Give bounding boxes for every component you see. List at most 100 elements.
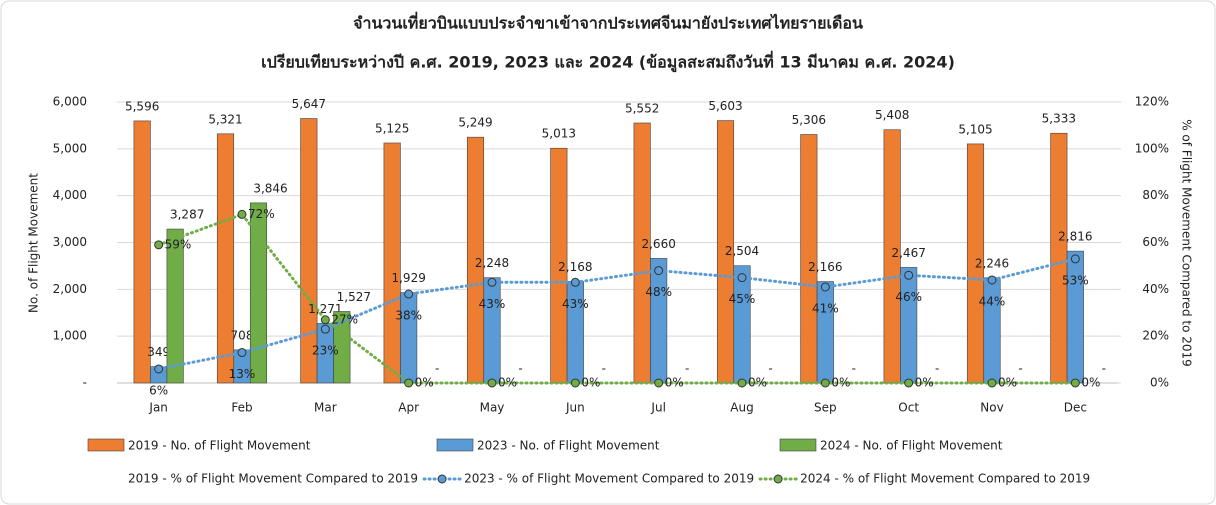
bar [900,267,918,384]
line-value-label: 41% [812,301,839,315]
y2-tick-label: 40% [1142,282,1169,296]
bar-value-label: - [1018,362,1022,376]
bar-value-label: - [852,362,856,376]
line [157,212,1077,385]
line-marker [904,270,914,280]
line-marker [237,348,247,358]
bar-value-label: - [1102,362,1106,376]
bar [300,118,318,384]
line-marker [320,315,330,325]
bar-value-label: 2,248 [475,256,509,270]
bar [400,292,418,384]
bar-value-label: 5,408 [875,108,909,122]
legend-swatch [436,438,474,452]
line-marker [237,209,247,219]
line-value-label: 0% [415,376,434,390]
bar-value-label: 5,306 [792,113,826,127]
legend-label: 2023 - % of Flight Movement Compared to … [464,472,754,486]
bar-value-label: - [435,362,439,376]
bar-value-label: 2,166 [808,260,842,274]
y2-axis-label: % of Flight Movement Compared to 2019 [1180,119,1194,367]
line-marker [1070,378,1080,388]
x-tick-label: Apr [398,401,419,415]
x-tick-label: Oct [898,401,919,415]
x-tick-label: Jan [148,401,168,415]
line-value-label: 0% [748,376,767,390]
line-value-label: 0% [1081,376,1100,390]
legend-swatch [779,438,817,452]
bar [216,133,235,384]
line-marker [487,378,497,388]
line-marker [404,289,414,299]
line-value-label: 23% [312,344,339,358]
bar-value-label: 2,168 [558,260,592,274]
line-marker [404,378,414,388]
x-tick-label: Nov [980,401,1003,415]
legend-label: 2019 - % of Flight Movement Compared to … [128,472,418,486]
bar-value-label: 5,333 [1042,112,1076,126]
line-marker [570,378,580,388]
bar-value-label: 2,660 [641,237,675,251]
line-value-label: 44% [979,294,1006,308]
y2-tick-label: 100% [1135,141,1169,155]
line-value-label: 38% [395,309,422,323]
line-marker [654,378,664,388]
line-marker [737,378,747,388]
line-value-label: 43% [562,297,589,311]
line-value-label: 48% [645,285,672,299]
bar-value-label: 5,603 [708,99,742,113]
legend-label: 2024 - No. of Flight Movement [820,439,1003,453]
bar-value-label: 3,846 [253,181,287,195]
line-value-label: 53% [1062,273,1089,287]
bar [633,122,651,384]
line-value-label: 0% [831,376,850,390]
line-marker [654,266,664,276]
legend-marker [437,474,447,484]
legend-swatch [87,438,125,452]
bar-value-label: 5,552 [625,101,659,115]
bar-value-label: 2,504 [725,244,759,258]
bar-value-label: 5,105 [958,122,992,136]
line-value-label: 0% [581,376,600,390]
line-marker [820,378,830,388]
bar-value-label: 1,527 [337,290,371,304]
bar [249,202,268,384]
y-tick-label: - [83,376,87,390]
line-marker [154,240,164,250]
bar-value-label: 3,287 [170,208,204,222]
bar-value-label: 708 [231,328,254,342]
line-value-label: 45% [729,292,756,306]
line [157,257,1077,371]
line-marker [737,273,747,283]
bar-value-label: 5,596 [125,99,159,113]
y-tick-label: 5,000 [53,141,87,155]
line-marker [320,324,330,334]
bar [650,258,668,384]
bar-value-label: 2,246 [975,256,1009,270]
bar-value-label: 1,929 [391,271,425,285]
line-value-label: 27% [331,312,358,326]
line-marker [820,282,830,292]
y2-tick-label: 0% [1150,376,1169,390]
line-value-label: 72% [248,207,275,221]
line-value-label: 0% [498,376,517,390]
x-tick-label: Feb [231,401,252,415]
legend-label: 2019 - No. of Flight Movement [128,439,311,453]
y2-tick-label: 20% [1142,329,1169,343]
line-value-label: 59% [165,237,192,251]
bar [383,142,401,384]
legend-label: 2024 - % of Flight Movement Compared to … [800,472,1090,486]
bar [166,228,184,384]
bar-value-label: - [768,362,772,376]
line-marker [487,277,497,287]
line-marker [154,364,164,374]
y-axis-label: No. of Flight Movement [27,173,41,313]
line-marker [987,378,997,388]
y-tick-label: 1,000 [53,329,87,343]
bar-value-label: 2,816 [1058,230,1092,244]
bar [733,265,751,384]
bar-value-label: - [602,362,606,376]
chart-title: จำนวนเที่ยวบินแบบประจำขาเข้าจากประเทศจีน… [353,12,863,33]
bar-value-label: 2,467 [891,246,925,260]
